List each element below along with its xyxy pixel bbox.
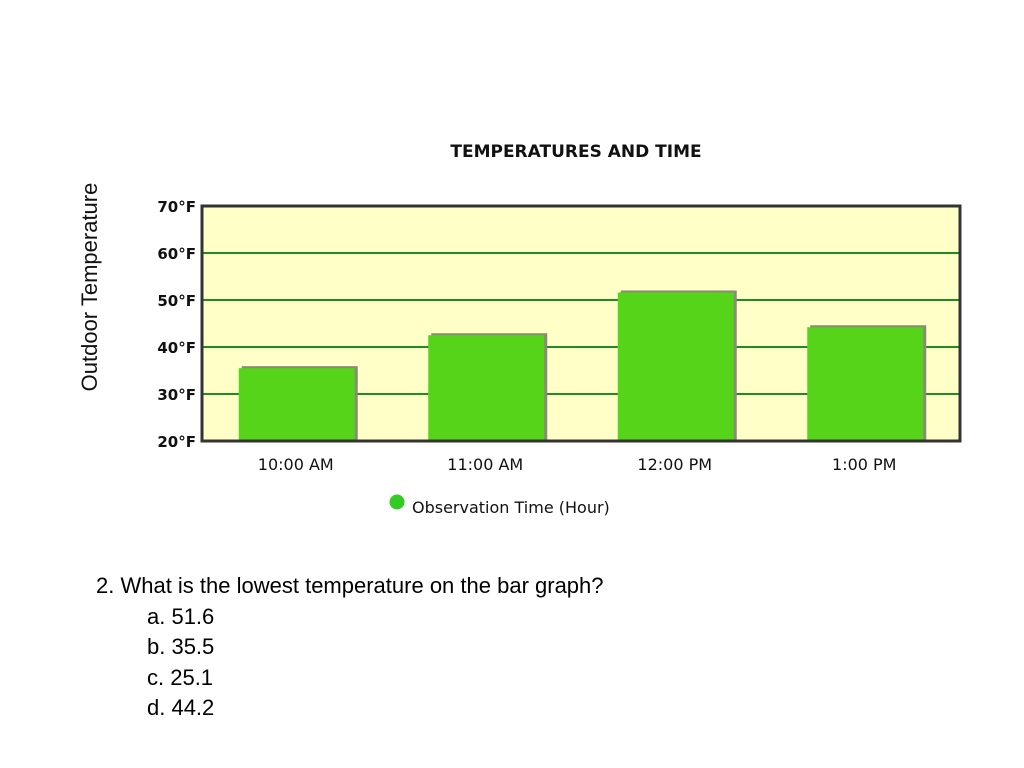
y-tick-label: 40°F [157,339,196,357]
question-text: 2. What is the lowest temperature on the… [96,573,604,598]
y-tick-label: 60°F [157,245,196,263]
quiz-question: 2. What is the lowest temperature on the… [96,571,604,724]
bar [238,368,355,441]
chart-title: TEMPERATURES AND TIME [450,142,701,162]
y-axis-title: Outdoor Temperature [77,183,102,392]
answer-option-c: c. 25.1 [147,664,214,690]
bar-chart: TEMPERATURES AND TIME Outdoor Temperatur… [77,142,962,517]
x-tick-label: 12:00 PM [637,455,712,474]
x-tick-label: 1:00 PM [832,455,896,474]
bar [807,327,924,441]
answer-option-a: a. 51.6 [147,603,215,629]
y-tick-label: 30°F [157,386,196,404]
bar [428,335,545,441]
answer-option-b: b. 35.5 [147,634,215,659]
answer-option-d: d. 44.2 [147,695,215,720]
plot-frame [200,204,962,443]
y-tick-label: 70°F [157,198,196,216]
x-tick-label: 10:00 AM [258,455,334,474]
y-tick-label: 20°F [157,433,196,451]
legend-label: Observation Time (Hour) [412,498,610,517]
y-tick-label: 50°F [157,292,196,310]
legend-marker [389,494,405,510]
x-tick-label: 11:00 AM [447,455,523,474]
bar [617,292,734,441]
